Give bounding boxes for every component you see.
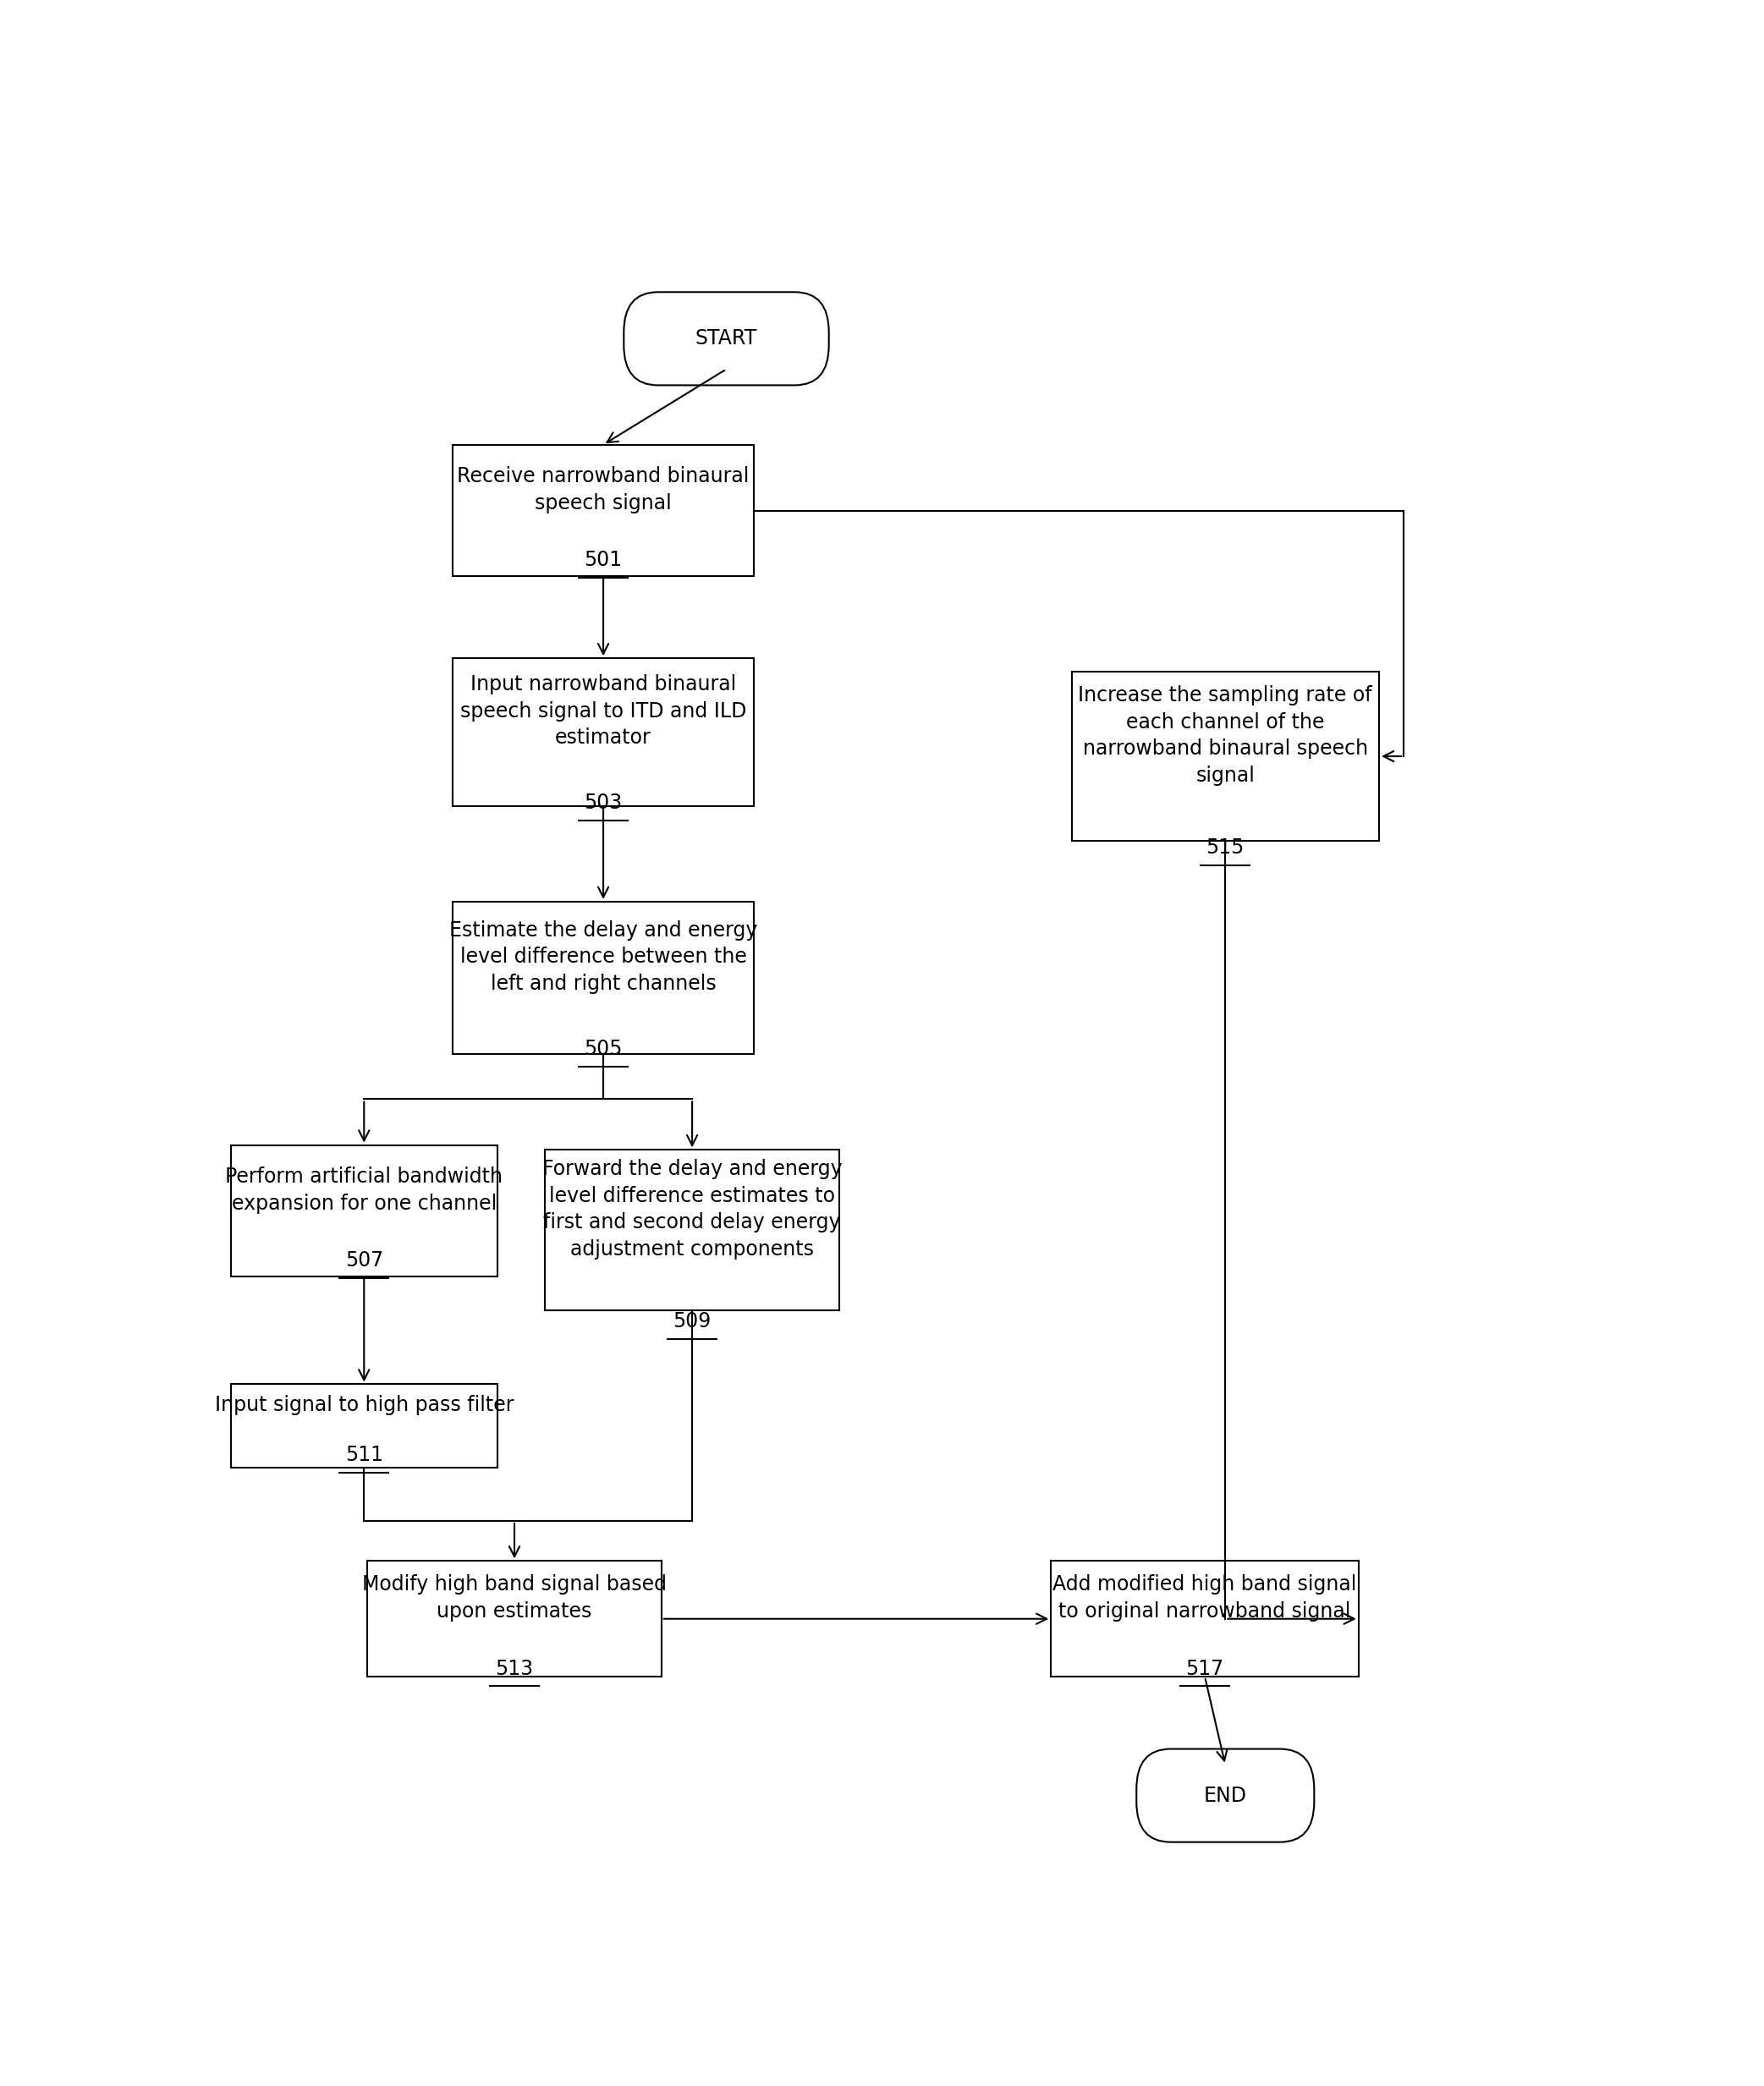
FancyBboxPatch shape <box>453 659 753 805</box>
Text: START: START <box>695 328 757 348</box>
Text: END: END <box>1203 1786 1247 1806</box>
Text: 513: 513 <box>496 1658 533 1679</box>
FancyBboxPatch shape <box>231 1385 497 1469</box>
Text: Modify high band signal based
upon estimates: Modify high band signal based upon estim… <box>362 1575 667 1621</box>
Text: 511: 511 <box>346 1446 383 1464</box>
Text: Receive narrowband binaural
speech signal: Receive narrowband binaural speech signa… <box>457 465 750 513</box>
Text: Perform artificial bandwidth
expansion for one channel: Perform artificial bandwidth expansion f… <box>226 1166 503 1214</box>
Text: 507: 507 <box>346 1250 383 1270</box>
FancyBboxPatch shape <box>624 292 829 386</box>
Text: 501: 501 <box>584 551 623 569</box>
Text: 503: 503 <box>584 793 623 814</box>
FancyBboxPatch shape <box>453 901 753 1053</box>
Text: Estimate the delay and energy
level difference between the
left and right channe: Estimate the delay and energy level diff… <box>450 920 757 993</box>
FancyBboxPatch shape <box>545 1149 840 1310</box>
Text: Forward the delay and energy
level difference estimates to
first and second dela: Forward the delay and energy level diffe… <box>542 1160 841 1260</box>
FancyBboxPatch shape <box>453 444 753 576</box>
Text: Increase the sampling rate of
each channel of the
narrowband binaural speech
sig: Increase the sampling rate of each chann… <box>1078 684 1372 786</box>
Text: 505: 505 <box>584 1039 623 1060</box>
FancyBboxPatch shape <box>1051 1560 1358 1677</box>
FancyBboxPatch shape <box>1071 672 1379 841</box>
FancyBboxPatch shape <box>1136 1748 1314 1842</box>
FancyBboxPatch shape <box>367 1560 662 1677</box>
Text: Input signal to high pass filter: Input signal to high pass filter <box>215 1396 513 1414</box>
Text: 515: 515 <box>1207 839 1245 857</box>
Text: 517: 517 <box>1185 1658 1224 1679</box>
Text: Input narrowband binaural
speech signal to ITD and ILD
estimator: Input narrowband binaural speech signal … <box>460 674 746 749</box>
Text: 509: 509 <box>674 1312 711 1331</box>
FancyBboxPatch shape <box>231 1145 497 1277</box>
Text: Add modified high band signal
to original narrowband signal: Add modified high band signal to origina… <box>1053 1575 1357 1621</box>
